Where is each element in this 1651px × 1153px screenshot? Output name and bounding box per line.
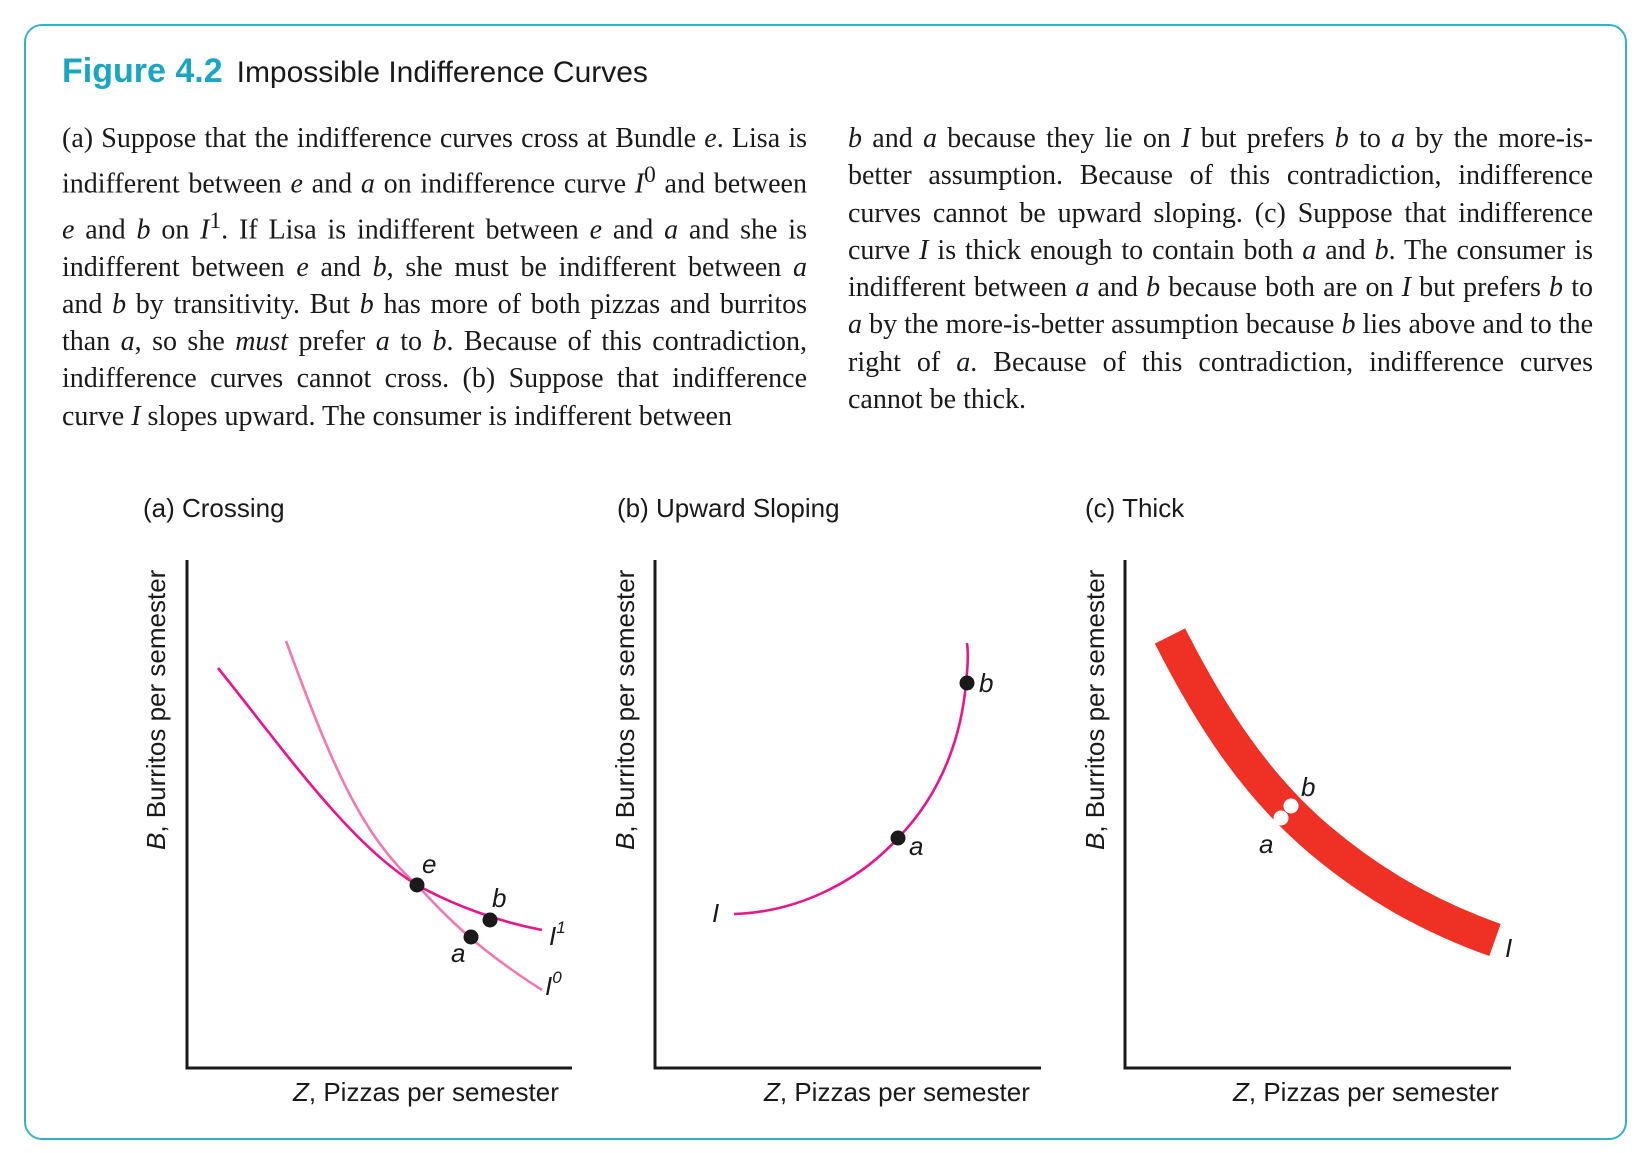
panel-a-x-axis-label: Z, Pizzas per semester — [292, 1077, 559, 1107]
curve-i — [733, 642, 969, 916]
label-a: a — [909, 831, 923, 861]
panel-c-title: (c) Thick — [1085, 493, 1185, 523]
panel-b-y-axis-label: B, Burritos per semester — [610, 569, 640, 850]
panel-a-axes — [185, 560, 572, 1070]
curve-i0 — [284, 640, 543, 992]
panel-b-axes — [653, 560, 1041, 1070]
panel-c-axes — [1123, 560, 1511, 1070]
panel-b-upward-sloping: B, Burritos per semester Z, Pizzas per s… — [610, 560, 1041, 1107]
label-b: b — [1301, 772, 1315, 802]
label-i0: I0 — [545, 968, 562, 1001]
panel-c-thick: B, Burritos per semester Z, Pizzas per s… — [1080, 560, 1512, 1107]
panel-c-x-axis-label: Z, Pizzas per semester — [1232, 1077, 1499, 1107]
point-b — [482, 912, 498, 928]
point-a — [463, 929, 479, 945]
label-a: a — [1259, 829, 1273, 859]
panel-b-title: (b) Upward Sloping — [617, 493, 840, 523]
caption-left-column: (a) Suppose that the indifference curves… — [62, 123, 808, 432]
point-a — [890, 830, 906, 846]
label-b: b — [492, 883, 506, 913]
point-b — [959, 675, 975, 691]
figure-frame — [24, 24, 1627, 1140]
label-i: I — [1505, 933, 1512, 963]
label-b: b — [979, 668, 993, 698]
point-b — [1283, 798, 1299, 814]
label-e: e — [422, 849, 436, 879]
figure-title: Figure 4.2 Impossible Indifference Curves — [62, 52, 648, 91]
figure-name: Impossible Indifference Curves — [236, 56, 648, 89]
panel-a-crossing: B, Burritos per semester Z, Pizzas per s… — [141, 560, 572, 1107]
label-i1: I1 — [549, 918, 566, 951]
panel-a-title: (a) Crossing — [143, 493, 285, 523]
label-a: a — [451, 938, 465, 968]
figure-number: Figure 4.2 — [62, 52, 223, 90]
panel-c-y-axis-label: B, Burritos per semester — [1080, 569, 1110, 850]
panel-a-y-axis-label: B, Burritos per semester — [141, 569, 171, 850]
caption-right-column: b and a because they lie on I but prefer… — [848, 123, 1594, 416]
label-i: I — [712, 898, 719, 928]
panel-b-x-axis-label: Z, Pizzas per semester — [763, 1077, 1030, 1107]
point-e — [409, 877, 425, 893]
point-a — [1273, 810, 1289, 826]
thick-curve-i — [1154, 628, 1501, 957]
